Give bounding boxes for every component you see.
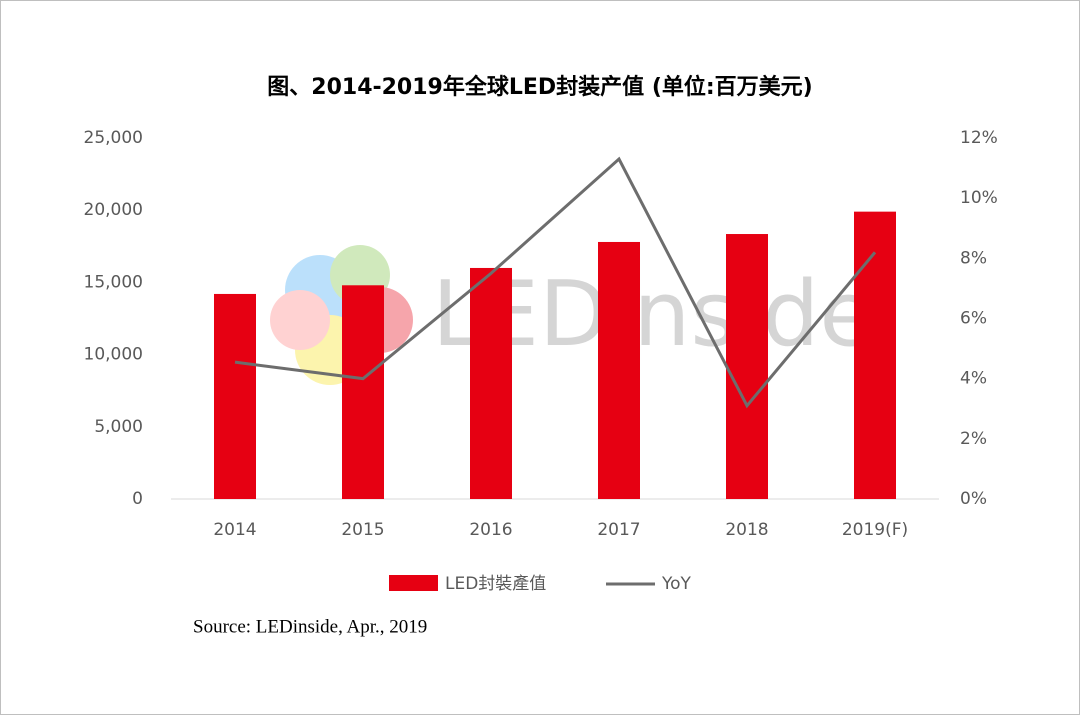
bar — [598, 241, 640, 499]
bar — [342, 285, 384, 499]
x-tick-label: 2016 — [469, 520, 512, 540]
y2-tick-label: 4% — [960, 369, 987, 389]
y2-tick-label: 0% — [960, 489, 987, 509]
line — [234, 156, 877, 409]
y-tick-label: 25,000 — [84, 128, 143, 148]
chart-title: 图、2014-2019年全球LED封装产值 (单位:百万美元) — [267, 74, 812, 100]
legend-label: YoY — [661, 574, 692, 594]
y-tick-label: 15,000 — [84, 272, 143, 292]
x-tick-label: 2017 — [597, 520, 640, 540]
x-tick-label: 2019(F) — [842, 520, 908, 540]
y2-tick-label: 8% — [960, 248, 987, 268]
legend-swatch — [389, 575, 438, 591]
y2-tick-label: 12% — [960, 128, 998, 148]
y2-tick-label: 10% — [960, 188, 998, 208]
x-tick-label: 2015 — [341, 520, 384, 540]
y-tick-label: 5,000 — [94, 417, 143, 437]
legend-label: LED封裝產值 — [445, 574, 546, 594]
x-tick-label: 2014 — [213, 520, 256, 540]
bar — [214, 293, 256, 499]
y2-tick-label: 2% — [960, 429, 987, 449]
y-tick-label: 20,000 — [84, 200, 143, 220]
bar — [470, 267, 512, 499]
y-tick-label: 0 — [132, 489, 143, 509]
bar — [854, 211, 896, 500]
bar — [726, 234, 768, 499]
source: Source: LEDinside, Apr., 2019 — [193, 616, 427, 637]
y2-tick-label: 6% — [960, 309, 987, 329]
x-tick-label: 2018 — [725, 520, 768, 540]
y-tick-label: 10,000 — [84, 345, 143, 365]
